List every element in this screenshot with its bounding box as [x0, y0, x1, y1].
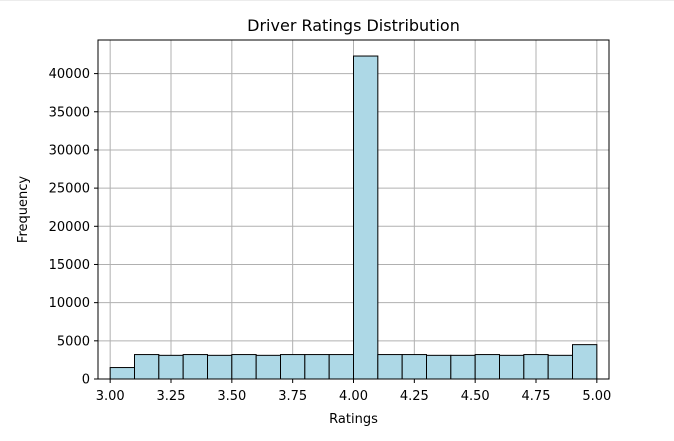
- histogram-bar: [231, 354, 257, 380]
- histogram-bar: [547, 354, 574, 380]
- x-axis-label: Ratings: [329, 412, 378, 427]
- histogram-bar: [304, 354, 330, 380]
- histogram-bar: [426, 354, 452, 380]
- x-tick-label: 3.25: [157, 389, 186, 404]
- x-tick-label: 4.00: [339, 389, 368, 404]
- histogram-bar: [499, 354, 525, 380]
- histogram-bar: [134, 354, 160, 380]
- y-tick-label: 5000: [57, 334, 90, 349]
- histogram-bar: [280, 354, 306, 380]
- histogram-bar: [572, 344, 598, 380]
- x-tick-label: 4.25: [400, 389, 429, 404]
- y-tick-label: 20000: [49, 220, 90, 235]
- histogram-bar: [182, 354, 209, 380]
- histogram-bar: [207, 354, 233, 380]
- y-tick-label: 0: [82, 373, 90, 388]
- x-tick-label: 5.00: [582, 389, 611, 404]
- histogram-bar: [450, 354, 476, 380]
- histogram-bar: [377, 354, 403, 380]
- histogram-bar: [158, 354, 184, 380]
- x-tick-label: 4.50: [461, 389, 490, 404]
- top-divider: [0, 0, 674, 1]
- y-axis-ticks: 0 5000 10000 15000 20000 25000 30000 35000 40000: [49, 67, 98, 388]
- histogram-bars: [109, 55, 598, 380]
- histogram-bar: [353, 55, 379, 380]
- x-tick-label: 4.75: [522, 389, 551, 404]
- histogram-bar: [109, 367, 135, 380]
- histogram-bar: [328, 354, 354, 380]
- y-tick-label: 40000: [49, 67, 90, 82]
- histogram-bar: [401, 354, 427, 380]
- y-tick-label: 35000: [49, 105, 90, 120]
- histogram-bar: [255, 354, 281, 380]
- histogram-bar: [474, 354, 500, 380]
- chart-title: Driver Ratings Distribution: [247, 16, 460, 35]
- x-axis-ticks: 3.00 3.25 3.50 3.75 4.00 4.25 4.50 4.75 5.00: [96, 379, 611, 404]
- x-tick-label: 3.50: [217, 389, 246, 404]
- y-axis-label: Frequency: [16, 176, 31, 243]
- y-tick-label: 15000: [49, 258, 90, 273]
- histogram-bar: [523, 354, 549, 380]
- x-tick-label: 3.00: [96, 389, 125, 404]
- y-tick-label: 30000: [49, 143, 90, 158]
- x-tick-label: 3.75: [278, 389, 307, 404]
- y-tick-label: 25000: [49, 182, 90, 197]
- y-tick-label: 10000: [49, 296, 90, 311]
